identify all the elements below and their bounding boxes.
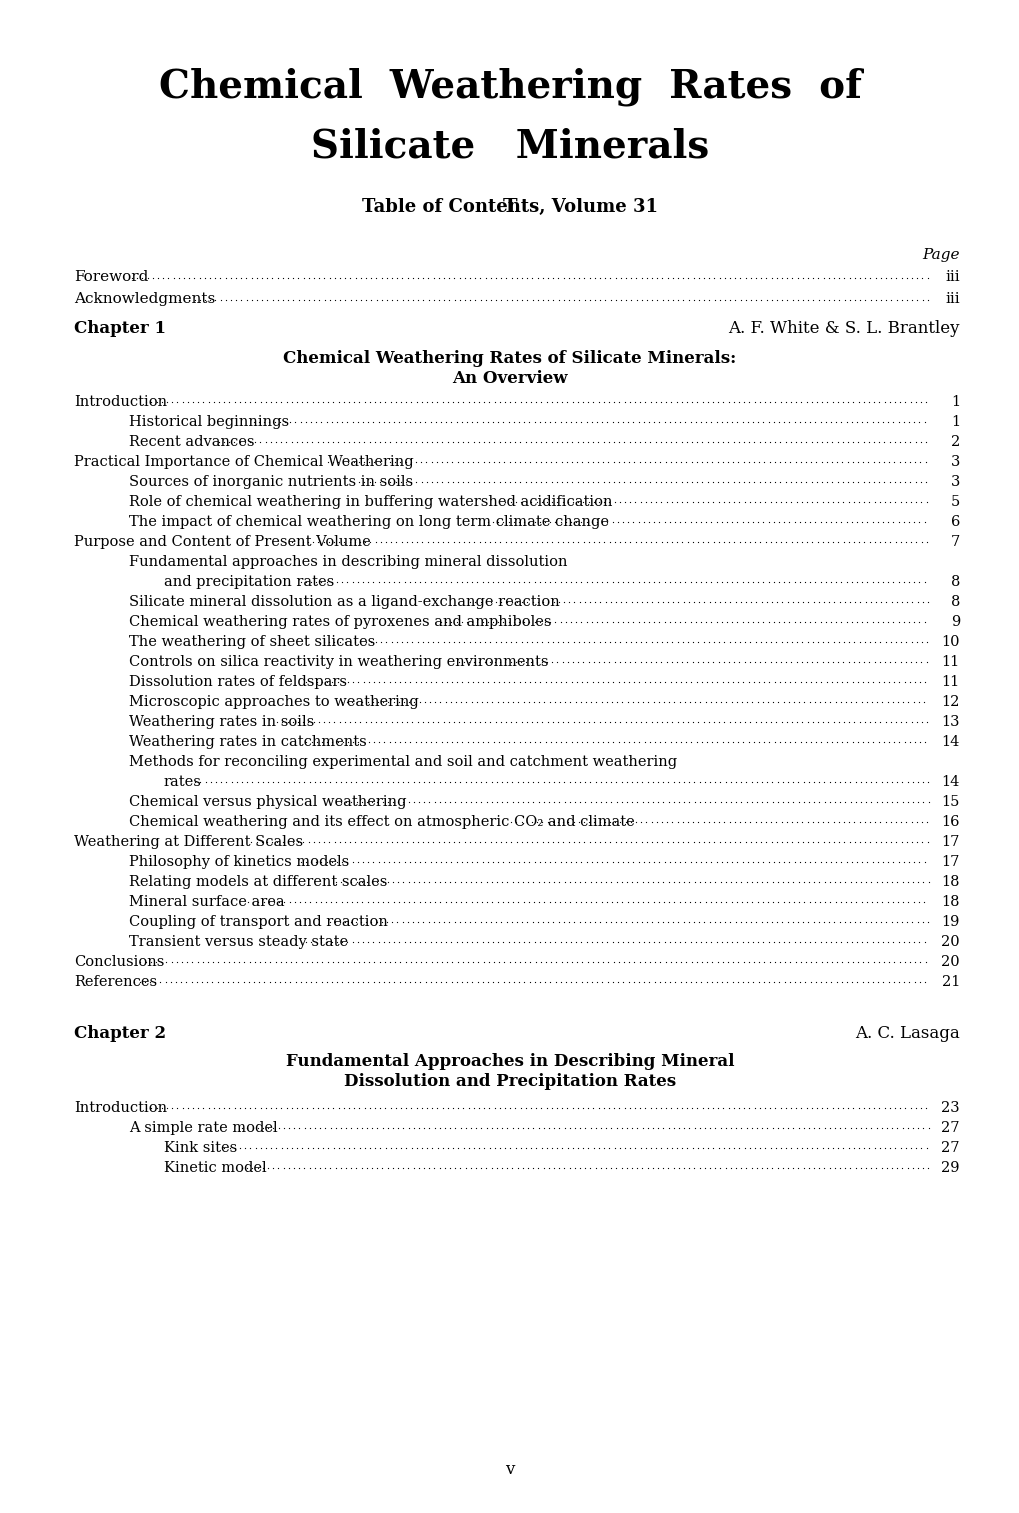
Text: Conclusions: Conclusions (74, 955, 164, 968)
Text: Table of Contents, Volume 31: Table of Contents, Volume 31 (362, 198, 657, 216)
Text: 13: 13 (941, 716, 959, 729)
Text: Introduction: Introduction (74, 395, 167, 409)
Text: 20: 20 (941, 955, 959, 968)
Text: Chapter 1: Chapter 1 (74, 321, 166, 337)
Text: Foreword: Foreword (74, 269, 148, 284)
Text: 12: 12 (941, 694, 959, 710)
Text: 8: 8 (950, 575, 959, 589)
Text: Mineral surface area: Mineral surface area (128, 896, 284, 909)
Text: iii: iii (945, 292, 959, 306)
Text: The impact of chemical weathering on long term climate change: The impact of chemical weathering on lon… (128, 514, 608, 530)
Text: Chemical  Weathering  Rates  of: Chemical Weathering Rates of (158, 68, 861, 106)
Text: 16: 16 (941, 816, 959, 829)
Text: Chemical Weathering Rates of Silicate Minerals:: Chemical Weathering Rates of Silicate Mi… (283, 350, 736, 368)
Text: 2: 2 (950, 436, 959, 449)
Text: 20: 20 (941, 935, 959, 949)
Text: Controls on silica reactivity in weathering environments: Controls on silica reactivity in weather… (128, 655, 548, 669)
Text: Weathering rates in soils: Weathering rates in soils (128, 716, 314, 729)
Text: T: T (502, 198, 517, 216)
Text: Page: Page (921, 248, 959, 262)
Text: Dissolution and Precipitation Rates: Dissolution and Precipitation Rates (343, 1073, 676, 1089)
Text: 21: 21 (941, 974, 959, 990)
Text: 18: 18 (941, 875, 959, 890)
Text: Weathering at Different Scales: Weathering at Different Scales (74, 835, 303, 849)
Text: 10: 10 (941, 635, 959, 649)
Text: 1: 1 (950, 415, 959, 430)
Text: 15: 15 (941, 794, 959, 809)
Text: Chemical versus physical weathering: Chemical versus physical weathering (128, 794, 407, 809)
Text: 14: 14 (941, 775, 959, 788)
Text: rates: rates (164, 775, 202, 788)
Text: Practical Importance of Chemical Weathering: Practical Importance of Chemical Weather… (74, 455, 414, 469)
Text: 23: 23 (941, 1101, 959, 1115)
Text: Kink sites: Kink sites (164, 1141, 237, 1154)
Text: A. F. White & S. L. Brantley: A. F. White & S. L. Brantley (728, 321, 959, 337)
Text: Dissolution rates of feldspars: Dissolution rates of feldspars (128, 675, 346, 688)
Text: 6: 6 (950, 514, 959, 530)
Text: Silicate mineral dissolution as a ligand-exchange reaction: Silicate mineral dissolution as a ligand… (128, 595, 559, 610)
Text: A simple rate model: A simple rate model (128, 1121, 277, 1135)
Text: Purpose and Content of Present Volume: Purpose and Content of Present Volume (74, 536, 370, 549)
Text: 27: 27 (941, 1141, 959, 1154)
Text: An Overview: An Overview (451, 371, 568, 387)
Text: 17: 17 (941, 835, 959, 849)
Text: 7: 7 (950, 536, 959, 549)
Text: 11: 11 (941, 675, 959, 688)
Text: Introduction: Introduction (74, 1101, 167, 1115)
Text: Chapter 2: Chapter 2 (74, 1024, 166, 1042)
Text: References: References (74, 974, 157, 990)
Text: Chemical weathering rates of pyroxenes and amphiboles: Chemical weathering rates of pyroxenes a… (128, 614, 551, 629)
Text: Fundamental approaches in describing mineral dissolution: Fundamental approaches in describing min… (128, 555, 567, 569)
Text: Coupling of transport and reaction: Coupling of transport and reaction (128, 915, 387, 929)
Text: 3: 3 (950, 455, 959, 469)
Text: Philosophy of kinetics models: Philosophy of kinetics models (128, 855, 348, 868)
Text: Microscopic approaches to weathering: Microscopic approaches to weathering (128, 694, 419, 710)
Text: Historical beginnings: Historical beginnings (128, 415, 288, 430)
Text: 14: 14 (941, 735, 959, 749)
Text: v: v (504, 1462, 515, 1478)
Text: 19: 19 (941, 915, 959, 929)
Text: Fundamental Approaches in Describing Mineral: Fundamental Approaches in Describing Min… (285, 1053, 734, 1070)
Text: 5: 5 (950, 495, 959, 508)
Text: Methods for reconciling experimental and soil and catchment weathering: Methods for reconciling experimental and… (128, 755, 677, 769)
Text: 8: 8 (950, 595, 959, 610)
Text: 9: 9 (950, 614, 959, 629)
Text: Chemical weathering and its effect on atmospheric CO₂ and climate: Chemical weathering and its effect on at… (128, 816, 634, 829)
Text: Acknowledgments: Acknowledgments (74, 292, 215, 306)
Text: 29: 29 (941, 1160, 959, 1176)
Text: Kinetic model: Kinetic model (164, 1160, 266, 1176)
Text: 18: 18 (941, 896, 959, 909)
Text: Role of chemical weathering in buffering watershed acidification: Role of chemical weathering in buffering… (128, 495, 611, 508)
Text: and precipitation rates: and precipitation rates (164, 575, 334, 589)
Text: 3: 3 (950, 475, 959, 489)
Text: 27: 27 (941, 1121, 959, 1135)
Text: Silicate   Minerals: Silicate Minerals (311, 129, 708, 166)
Text: Relating models at different scales: Relating models at different scales (128, 875, 387, 890)
Text: The weathering of sheet silicates: The weathering of sheet silicates (128, 635, 375, 649)
Text: 11: 11 (941, 655, 959, 669)
Text: iii: iii (945, 269, 959, 284)
Text: 17: 17 (941, 855, 959, 868)
Text: Weathering rates in catchments: Weathering rates in catchments (128, 735, 367, 749)
Text: Transient versus steady state: Transient versus steady state (128, 935, 347, 949)
Text: Sources of inorganic nutrients in soils: Sources of inorganic nutrients in soils (128, 475, 413, 489)
Text: Recent advances: Recent advances (128, 436, 255, 449)
Text: A. C. Lasaga: A. C. Lasaga (854, 1024, 959, 1042)
Text: 1: 1 (950, 395, 959, 409)
